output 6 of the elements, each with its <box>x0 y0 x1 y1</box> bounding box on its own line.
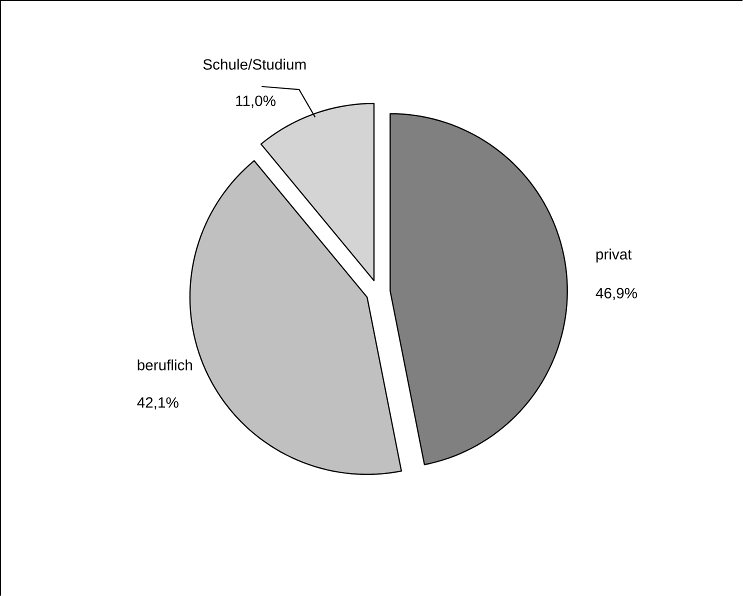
data-label: 42,1% <box>137 397 178 410</box>
slice-label: beruflich <box>138 359 192 370</box>
data-label: 11,0% <box>236 95 276 108</box>
slice-label: Schule/Studium <box>203 58 306 70</box>
data-label: 46,9% <box>596 288 638 300</box>
slice-label: privat <box>596 248 632 262</box>
